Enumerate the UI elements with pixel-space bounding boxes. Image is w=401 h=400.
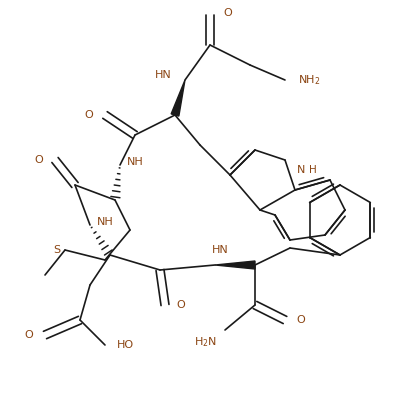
Polygon shape — [215, 261, 255, 269]
Text: H$_2$N: H$_2$N — [194, 335, 217, 349]
Text: O: O — [24, 330, 33, 340]
Text: HN: HN — [212, 245, 229, 255]
Text: O: O — [85, 110, 93, 120]
Text: S: S — [53, 245, 61, 255]
Text: HN: HN — [155, 70, 171, 80]
Polygon shape — [171, 80, 185, 116]
Text: N: N — [297, 165, 305, 175]
Text: HO: HO — [116, 340, 134, 350]
Text: NH$_2$: NH$_2$ — [298, 73, 320, 87]
Text: NH: NH — [127, 157, 144, 167]
Text: H: H — [309, 165, 317, 175]
Text: O: O — [224, 8, 232, 18]
Text: O: O — [34, 155, 43, 165]
Text: NH: NH — [97, 217, 113, 227]
Text: O: O — [297, 315, 306, 325]
Text: O: O — [176, 300, 185, 310]
